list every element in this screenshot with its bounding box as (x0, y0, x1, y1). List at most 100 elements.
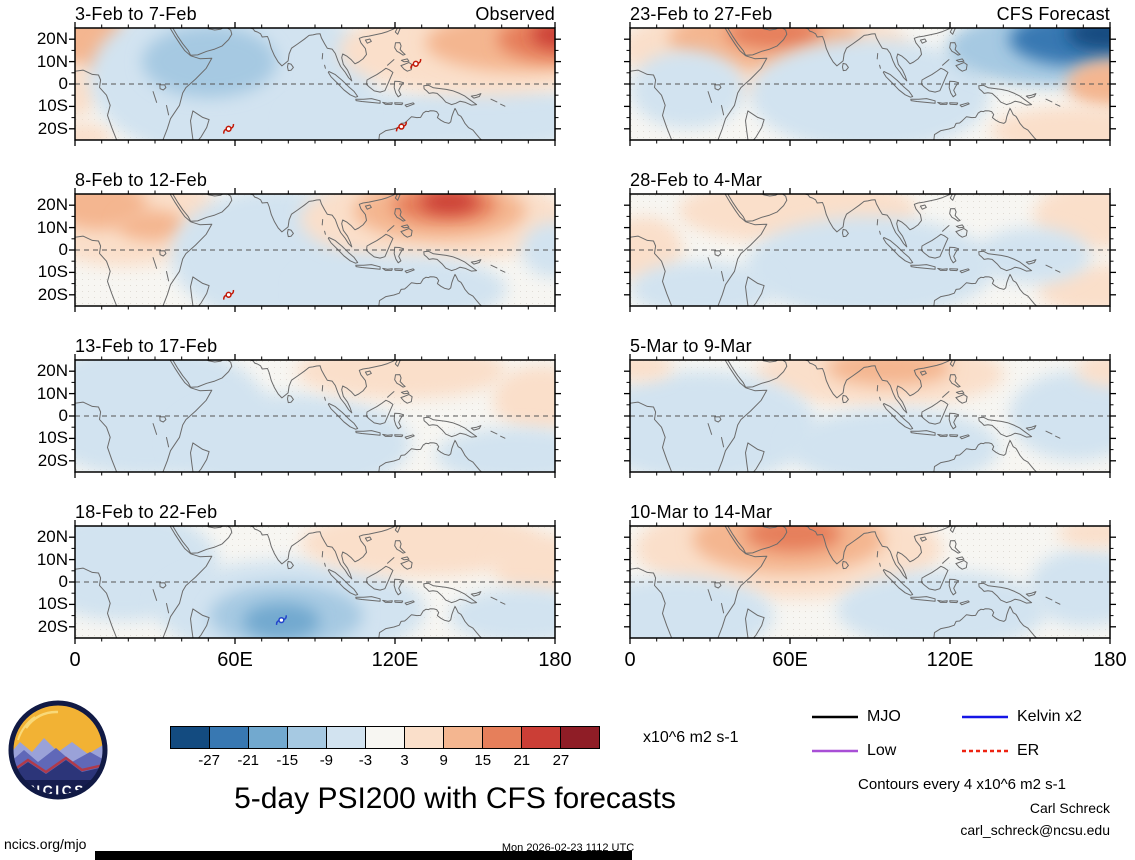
units-label: x10^6 m2 s-1 (643, 729, 739, 746)
coastlines (75, 194, 506, 306)
colorbar-tick-label: -9 (319, 752, 334, 769)
logo-sun-arc (24, 710, 59, 729)
colorbar-tick-label: 21 (513, 752, 531, 769)
map-canvas (69, 520, 561, 644)
legend-item: Low (812, 742, 962, 760)
y-axis-label: 10S (37, 594, 68, 614)
ncics-logo-canvas: NCICS (8, 700, 108, 800)
panel-title-row: 3-Feb to 7-Feb Observed (75, 2, 555, 28)
legend-item: ER (962, 742, 1112, 760)
panel-border (629, 359, 1111, 473)
colorbar-swatch (210, 727, 249, 748)
credit-email: carl_schreck@ncsu.edu (960, 822, 1110, 838)
colorbar-swatch (522, 727, 561, 748)
logo-border (8, 700, 108, 800)
legend-label: Low (867, 742, 897, 759)
panel-date-range: 5-Mar to 9-Mar (630, 336, 752, 357)
colorbar-tick-label: 15 (474, 752, 492, 769)
map-canvas (624, 354, 1116, 478)
coastlines (630, 360, 1061, 472)
colorbar-swatch (405, 727, 444, 748)
map-canvas (69, 22, 561, 146)
figure-title: 5-day PSI200 with CFS forecasts (234, 782, 676, 815)
anomaly-field (630, 360, 1110, 472)
map-canvas (624, 188, 1116, 312)
y-axis-label: 0 (58, 406, 68, 425)
map-panel: 13-Feb to 17-Feb (69, 334, 561, 478)
x-axis-label: 180 (1093, 649, 1127, 671)
panel-title-row: 10-Mar to 14-Mar (630, 500, 1110, 526)
logo-sun-arc (17, 716, 36, 741)
y-axis-label: 10S (37, 428, 68, 448)
x-axis-label: 120E (371, 649, 419, 671)
y-axis-label: 10S (37, 262, 68, 282)
panel-border (629, 27, 1111, 141)
legend-label: ER (1017, 742, 1040, 759)
panel-date-range: 23-Feb to 27-Feb (630, 4, 773, 25)
y-axis-label: 20N (36, 361, 68, 381)
y-axis-label: 20S (37, 450, 68, 470)
panel-date-range: 28-Feb to 4-Mar (630, 170, 763, 191)
anomaly-field (75, 526, 555, 638)
map-canvas (69, 188, 561, 312)
anomaly-field (75, 360, 555, 472)
panel-border (74, 525, 556, 639)
contour-note: Contours every 4 x10^6 m2 s-1 (858, 776, 1066, 793)
map-canvas (624, 22, 1116, 146)
y-axis-label: 20N (36, 527, 68, 547)
panel-border (629, 193, 1111, 307)
panel-title-row: 8-Feb to 12-Feb (75, 168, 555, 194)
tropical-cyclone-symbol (223, 123, 235, 134)
anomaly-field (75, 28, 555, 140)
y-axis-label: 20S (37, 616, 68, 636)
y-axis-label: 20N (36, 195, 68, 215)
map-panel: 18-Feb to 22-Feb (69, 500, 561, 644)
footer-url: ncics.org/mjo (4, 836, 87, 852)
legend-line (962, 715, 1008, 719)
panel-column-heading: CFS Forecast (996, 4, 1110, 25)
colorbar-swatch (561, 727, 599, 748)
colorbar-tick-label: -3 (358, 752, 373, 769)
x-axis-label: 60E (772, 649, 808, 671)
tropical-cyclone-symbol (223, 289, 235, 300)
y-axis-label: 10S (37, 96, 68, 116)
panel-date-range: 3-Feb to 7-Feb (75, 4, 197, 25)
colorbar-tick-label: 3 (400, 752, 409, 769)
map-panel: 10-Mar to 14-Mar (624, 500, 1116, 644)
anomaly-field (630, 526, 1110, 638)
colorbar-tick-label: -27 (198, 752, 220, 769)
colorbar-tick-label: -21 (237, 752, 260, 769)
legend-label: MJO (867, 708, 901, 725)
tropical-cyclone-symbol (395, 121, 407, 132)
colorbar-swatch (171, 727, 210, 748)
panel-title-row: 28-Feb to 4-Mar (630, 168, 1110, 194)
panel-title-row: 18-Feb to 22-Feb (75, 500, 555, 526)
colorbar-swatch (327, 727, 366, 748)
legend-line (812, 715, 858, 719)
ncics-logo: NCICS (8, 700, 108, 805)
panel-date-range: 10-Mar to 14-Mar (630, 502, 773, 523)
colorbar-labels: -27 -21 -15 -9 -3 3 9 15 21 27 (170, 752, 600, 770)
anomaly-field (630, 28, 1110, 140)
panel-title-row: 5-Mar to 9-Mar (630, 334, 1110, 360)
panel-date-range: 18-Feb to 22-Feb (75, 502, 218, 523)
y-axis-label: 10N (36, 51, 68, 71)
colorbar-tick-label: 9 (439, 752, 448, 769)
tropical-cyclone-symbol (410, 58, 422, 69)
colorbar-tick-label: -15 (276, 752, 299, 769)
panel-border (74, 193, 556, 307)
axis-ticks (624, 22, 1116, 146)
coastlines (75, 526, 506, 638)
tropical-cyclone-symbol (275, 615, 287, 625)
panel-title-row: 13-Feb to 17-Feb (75, 334, 555, 360)
y-axis-label: 0 (58, 240, 68, 259)
map-canvas (69, 354, 561, 478)
y-axis-label: 20S (37, 118, 68, 138)
y-axis-label: 0 (58, 74, 68, 93)
y-axis-label: 20S (37, 284, 68, 304)
x-axis-label: 120E (926, 649, 974, 671)
colorbar-swatch (249, 727, 288, 748)
x-axis-label: 0 (624, 649, 636, 671)
panel-border (629, 525, 1111, 639)
